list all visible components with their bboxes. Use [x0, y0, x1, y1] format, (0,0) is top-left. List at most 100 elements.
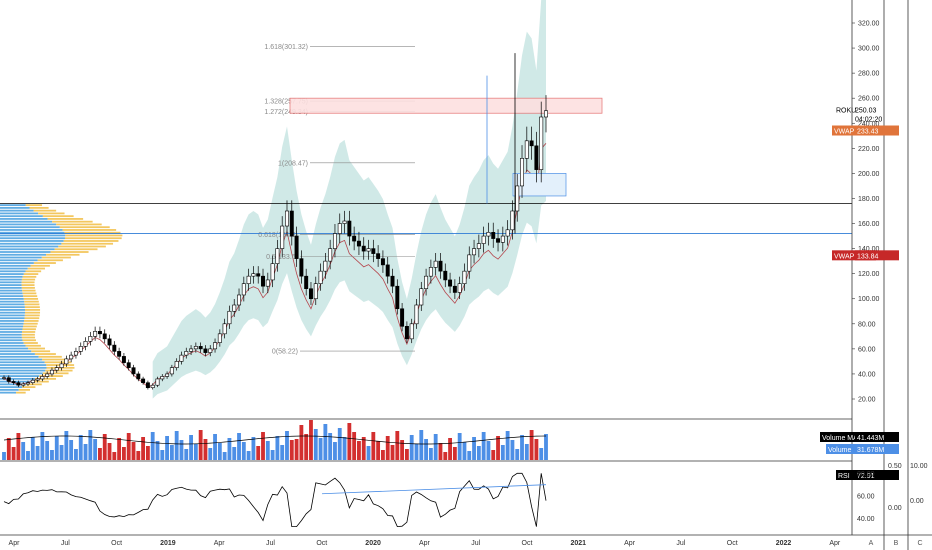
- volume-profile-bar-buy: [0, 218, 48, 220]
- volume-profile-bar-sell: [23, 322, 38, 325]
- volume-profile-bar-buy: [0, 303, 25, 306]
- volume-bar: [481, 432, 486, 460]
- candle-body: [2, 377, 6, 379]
- volume-bar: [169, 445, 174, 460]
- volume-profile-bar-buy: [0, 253, 47, 256]
- volume-bar: [2, 452, 6, 460]
- volume-bar: [299, 425, 304, 460]
- price-tick-label: 40.00: [858, 371, 876, 378]
- candle-body: [347, 220, 352, 237]
- volume-bar: [371, 432, 376, 460]
- rsi-label: RSI: [838, 473, 850, 480]
- candle-body: [457, 283, 462, 293]
- volume-profile-bar-buy: [0, 355, 39, 358]
- volume-profile-bar-sell: [44, 361, 72, 364]
- candle-body: [481, 235, 486, 244]
- volume-bar: [361, 437, 366, 460]
- entry-zone-rect: [512, 173, 567, 197]
- volume-profile-bar-sell: [63, 240, 119, 242]
- candle-body: [361, 245, 366, 252]
- candle-body: [544, 110, 548, 118]
- volume-bar: [155, 441, 160, 460]
- volume-bar: [428, 448, 433, 460]
- volume-profile-bar-sell: [21, 278, 36, 281]
- candle-body: [285, 210, 289, 227]
- candle-body: [83, 341, 88, 347]
- volume-profile-bar-buy: [0, 264, 31, 267]
- time-tick-label: Apr: [624, 540, 636, 547]
- volume-profile-bar-buy: [0, 206, 30, 209]
- vwap-lower-value-bg: [855, 250, 899, 261]
- candle-body: [467, 254, 472, 272]
- price-tick-label: 80.00: [858, 321, 876, 328]
- volume-profile-bar-buy: [0, 358, 43, 361]
- volume-profile-bar-sell: [33, 262, 56, 264]
- volume-value: 31.678M: [857, 447, 884, 454]
- volume-ma-label: Volume MA: [822, 435, 858, 442]
- volume-profile-bar-buy: [0, 267, 28, 270]
- candle-body: [179, 354, 184, 362]
- scale-button-c[interactable]: C: [917, 540, 922, 547]
- volume-profile-bar-sell: [59, 226, 110, 229]
- volume-bar: [150, 432, 155, 460]
- candle-body: [476, 243, 481, 249]
- volume-profile-bar-sell: [16, 391, 26, 394]
- candle-body: [227, 310, 232, 325]
- volume-bar: [16, 433, 21, 460]
- volume-bar: [404, 449, 409, 460]
- time-tick-label: 2022: [776, 540, 792, 547]
- volume-bar: [328, 433, 333, 460]
- volume-ma-value-bg: [855, 432, 899, 442]
- volume-profile-bar-buy: [0, 366, 47, 369]
- candle-body: [54, 367, 59, 371]
- candle-body: [539, 116, 544, 170]
- volume-ma-label-bg: [820, 432, 864, 442]
- volume-profile-bar-sell: [22, 289, 36, 292]
- volume-profile-bar-buy: [0, 369, 46, 372]
- volume-profile-bar-sell: [38, 212, 65, 215]
- volume-profile-bar-sell: [22, 339, 36, 342]
- candle-body: [342, 220, 347, 224]
- candle-body: [131, 367, 136, 375]
- volume-profile-bar-sell: [58, 245, 106, 248]
- candle-body: [500, 235, 505, 243]
- candle-body: [371, 248, 376, 254]
- volume-profile-bar-buy: [0, 372, 43, 375]
- volume-bar: [145, 446, 150, 460]
- volume-bar: [30, 437, 35, 460]
- volume-profile-bar-sell: [65, 234, 123, 237]
- volume-bar: [160, 450, 165, 460]
- volume-bar: [496, 436, 500, 460]
- volume-bar: [452, 447, 457, 460]
- volume-bar: [107, 443, 112, 460]
- time-tick-label: 2019: [160, 540, 176, 547]
- candle-body: [390, 275, 395, 287]
- fib-label: 1(208.47): [278, 160, 308, 167]
- volume-profile-bar-buy: [0, 289, 23, 292]
- candle-body: [193, 346, 198, 350]
- volume-bar: [510, 440, 515, 460]
- scale-button-b[interactable]: B: [894, 540, 899, 547]
- candle-body: [49, 369, 54, 375]
- vwap-lower-label-bg: [832, 250, 876, 261]
- alt-tick-label: 0.00: [910, 498, 924, 505]
- scale-button-a[interactable]: A: [869, 540, 874, 547]
- volume-bar: [491, 450, 496, 460]
- volume-profile-bar-buy: [0, 317, 25, 320]
- volume-bar: [237, 433, 241, 460]
- candle-body: [472, 248, 477, 256]
- volume-profile-bar-sell: [47, 218, 84, 220]
- volume-bar: [443, 452, 448, 460]
- volume-bar: [433, 434, 438, 460]
- volume-profile-bar-buy: [0, 237, 65, 240]
- volume-profile-bar-sell: [22, 292, 37, 295]
- candle-body: [452, 285, 457, 293]
- volume-bar: [414, 444, 419, 460]
- vwap-line: [3, 143, 547, 388]
- candle-body: [448, 279, 453, 287]
- candle-body: [21, 383, 26, 386]
- volume-profile-bar-buy: [0, 281, 22, 284]
- candle-body: [117, 351, 122, 357]
- candle-body: [88, 336, 93, 342]
